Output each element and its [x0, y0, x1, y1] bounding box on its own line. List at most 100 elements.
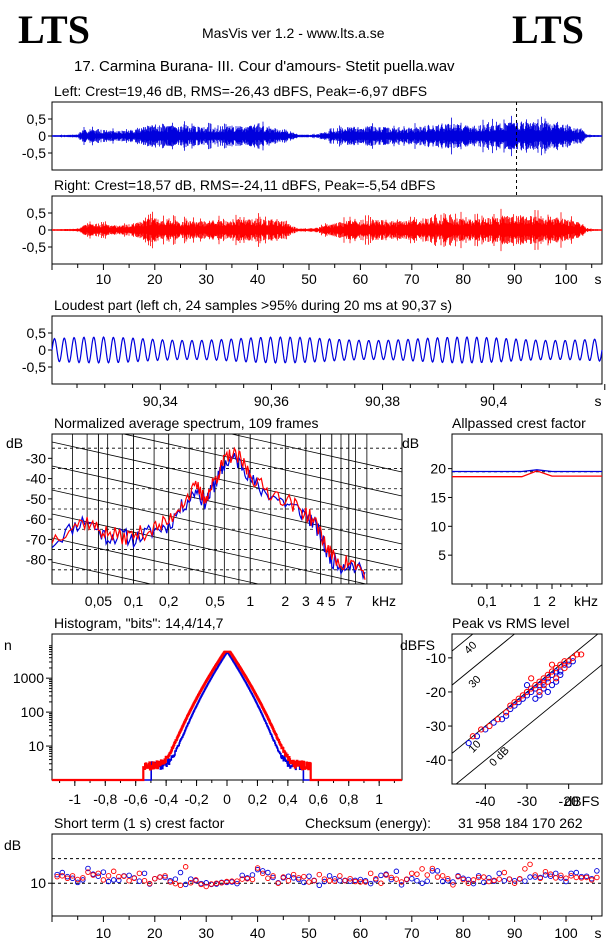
- peak_vs_rms-point-right: [553, 675, 560, 682]
- short_term_crest-title: Short term (1 s) crest factor: [54, 815, 225, 831]
- short_term_crest-point-left: [254, 866, 261, 873]
- short_term_crest-point-right: [393, 876, 400, 882]
- short_term_crest-point-left: [188, 876, 194, 882]
- short_term_crest-point-left: [126, 872, 132, 879]
- right_waveform-xtick-label: 70: [404, 271, 420, 287]
- short_term_crest-xtick-label: 30: [198, 925, 214, 941]
- short_term_crest-point-right: [316, 871, 323, 878]
- short_term_crest-xtick-label: 90: [507, 925, 523, 941]
- short_term_crest-point-right: [429, 865, 436, 872]
- short_term_crest-point-left: [470, 880, 477, 887]
- peak_vs_rms-xtick-label: -40: [475, 793, 495, 809]
- peak_vs_rms-diagonal-label: 30: [466, 674, 483, 691]
- peak_vs_rms-point-right: [544, 671, 551, 679]
- short_term_crest-point-left: [594, 868, 600, 874]
- short_term_crest-point-left: [522, 878, 528, 884]
- histogram-xtick-label: -0,6: [124, 791, 148, 807]
- short_term_crest-point-right: [203, 883, 209, 890]
- peak_vs_rms-point-left: [540, 678, 547, 685]
- short_term_crest-point-right: [244, 875, 251, 882]
- peak_vs_rms-point-left: [557, 671, 564, 679]
- loudest_part-xunit: s: [595, 393, 602, 409]
- short_term_crest-point-right: [59, 873, 66, 879]
- short_term_crest-point-right: [110, 868, 117, 875]
- short_term_crest-point-right: [157, 874, 163, 880]
- short_term_crest-point-right: [511, 880, 518, 886]
- short_term_crest-point-right: [265, 875, 271, 882]
- peak_vs_rms-point-right: [544, 678, 551, 685]
- short_term_crest-point-right: [54, 873, 60, 880]
- short_term_crest-point-right: [218, 880, 225, 886]
- peak_vs_rms-point-left: [544, 688, 551, 696]
- short_term_crest-point-right: [403, 876, 410, 882]
- short_term_crest-point-right: [136, 870, 143, 877]
- short_term_crest-point-left: [393, 868, 400, 875]
- short_term_crest-point-left: [316, 882, 323, 889]
- short_term_crest-point-right: [167, 879, 173, 885]
- short_term_crest-point-right: [378, 880, 384, 886]
- short_term_crest-point-left: [182, 881, 189, 888]
- short_term_crest-point-right: [95, 870, 102, 877]
- spectrum-ytick-label: -50: [26, 491, 46, 507]
- histogram-xtick-label: 0,8: [339, 791, 359, 807]
- short_term_crest-point-left: [552, 870, 559, 877]
- short_term_crest-point-left: [501, 877, 508, 884]
- short_term_crest-point-left: [306, 873, 312, 879]
- peak_vs_rms-point-left: [548, 671, 556, 679]
- spectrum-xtick-label: 5: [328, 593, 336, 609]
- peak_vs_rms-point-left: [465, 739, 472, 747]
- short_term_crest-xtick-label: 50: [301, 925, 317, 941]
- short_term_crest-point-right: [352, 878, 359, 885]
- short_term_crest-point-right: [321, 876, 328, 882]
- peak_vs_rms-point-left: [569, 658, 576, 665]
- short_term_crest-xtick-label: 10: [96, 925, 112, 941]
- short_term_crest-point-right: [177, 882, 184, 889]
- histogram-ytick-label: 1000: [13, 670, 44, 686]
- peak_vs_rms-diagonal-label: 0 dB: [487, 745, 511, 769]
- short_term_crest-point-right: [121, 873, 127, 879]
- short_term_crest-point-left: [239, 872, 245, 879]
- peak_vs_rms-title: Peak vs RMS level: [452, 615, 569, 631]
- spectrum-slope-line: [229, 434, 402, 473]
- short_term_crest-point-left: [80, 877, 86, 883]
- histogram-xtick-label: 0,4: [278, 791, 298, 807]
- loudest_part-title: Loudest part (left ch, 24 samples >95% d…: [54, 297, 452, 313]
- short_term_crest-xtick-label: 100: [554, 925, 578, 941]
- short_term_crest-point-right: [573, 874, 580, 881]
- short_term_crest-point-right: [388, 874, 395, 881]
- spectrum-slope-line: [52, 441, 402, 521]
- peak_vs_rms-point-right: [519, 692, 526, 699]
- short_term_crest-point-right: [306, 879, 312, 885]
- short_term_crest-point-right: [141, 877, 148, 884]
- allpassed_crest-ylabel: dB: [402, 435, 419, 451]
- short_term_crest-point-right: [80, 875, 86, 881]
- peak_vs_rms-ytick-label: -10: [426, 650, 446, 666]
- short_term_crest-point-right: [116, 873, 122, 880]
- peak_vs_rms-point-right: [569, 654, 576, 661]
- short_term_crest-point-left: [414, 877, 420, 884]
- short_term_crest-point-left: [100, 869, 107, 875]
- short_term_crest-point-right: [455, 873, 461, 880]
- short_term_crest-ytick-label: 10: [30, 875, 46, 891]
- peak_vs_rms-point-left: [482, 726, 489, 733]
- left_waveform-ytick-label: 0: [38, 128, 46, 144]
- short_term_crest-xunit: s: [595, 925, 602, 941]
- histogram-title: Histogram, "bits": 14,4/14,7: [54, 615, 224, 631]
- short_term_crest-point-right: [419, 866, 425, 872]
- short_term_crest-point-right: [496, 876, 502, 882]
- short_term_crest-point-right: [398, 879, 405, 885]
- peak_vs_rms-point-right: [561, 658, 568, 665]
- loudest_part-xtick-label: 90,38: [365, 393, 400, 409]
- short_term_crest-point-right: [439, 873, 446, 879]
- peak_vs_rms-point-right: [553, 664, 560, 672]
- spectrum-ytick-label: -30: [26, 450, 46, 466]
- short_term_crest-checksum-label: Checksum (energy):: [305, 815, 431, 831]
- peak_vs_rms-point-left: [532, 685, 539, 692]
- right_waveform-xtick-label: 90: [507, 271, 523, 287]
- spectrum-ytick-label: -70: [26, 531, 46, 547]
- peak_vs_rms-point-right: [528, 685, 535, 692]
- spectrum-series: [52, 446, 366, 581]
- right_waveform-xunit: s: [595, 271, 602, 287]
- right_waveform-xtick-label: 80: [455, 271, 471, 287]
